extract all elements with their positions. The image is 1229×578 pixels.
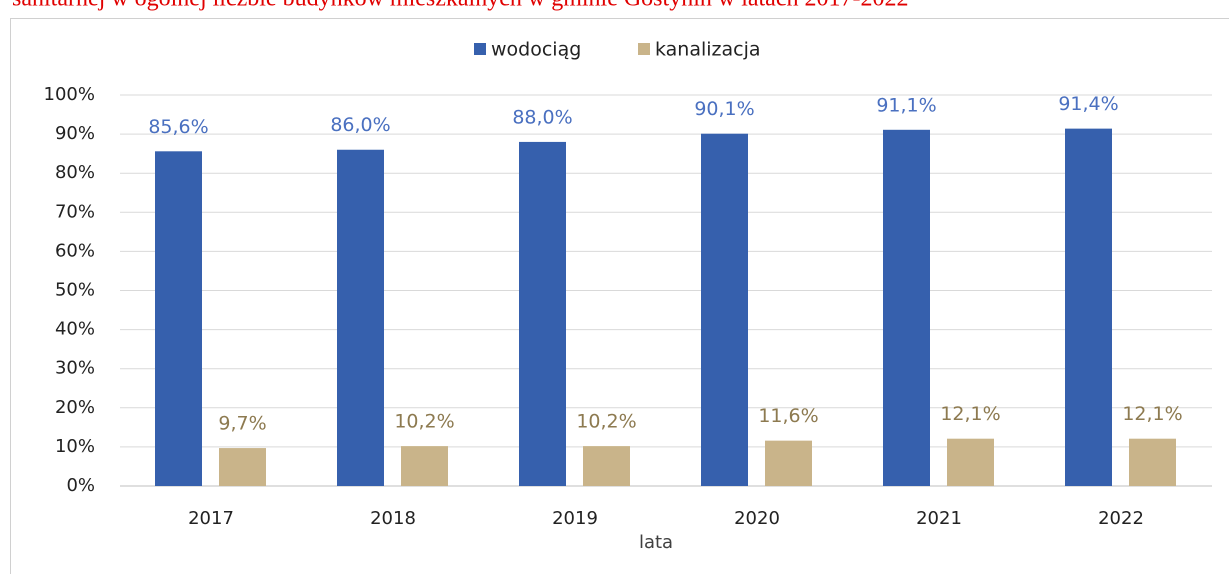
value-label: 12,1% [940, 403, 1000, 425]
x-tick-label: 2017 [188, 508, 234, 529]
legend-swatch [474, 43, 486, 55]
value-label: 9,7% [218, 413, 266, 435]
bar [519, 142, 566, 486]
y-tick-label: 70% [55, 201, 95, 222]
bar [947, 439, 994, 486]
y-tick-label: 30% [55, 358, 95, 379]
bar [765, 441, 812, 486]
bar [1065, 129, 1112, 486]
legend-label: kanalizacja [655, 39, 761, 61]
bar [401, 446, 448, 486]
x-tick-label: 2018 [370, 508, 416, 529]
y-tick-label: 40% [55, 319, 95, 340]
y-tick-label: 60% [55, 240, 95, 261]
value-label: 91,4% [1058, 93, 1118, 115]
bar [701, 134, 748, 486]
legend-swatch [638, 43, 650, 55]
y-tick-label: 50% [55, 280, 95, 301]
bar [1129, 439, 1176, 486]
bar [337, 150, 384, 486]
value-label: 85,6% [148, 116, 208, 138]
bar [219, 448, 266, 486]
y-tick-label: 100% [44, 84, 95, 105]
y-tick-label: 0% [66, 475, 95, 496]
y-tick-label: 20% [55, 397, 95, 418]
bar [155, 151, 202, 486]
value-label: 10,2% [576, 411, 636, 433]
chart-title: sanitarnej w ogólnej liczbie budynków mi… [12, 0, 908, 12]
y-tick-label: 10% [55, 436, 95, 457]
legend-label: wodociąg [491, 39, 581, 61]
value-label: 90,1% [694, 98, 754, 120]
y-tick-label: 90% [55, 123, 95, 144]
y-tick-label: 80% [55, 162, 95, 183]
x-tick-label: 2022 [1098, 508, 1144, 529]
x-tick-label: 2020 [734, 508, 780, 529]
value-label: 91,1% [876, 94, 936, 116]
value-label: 10,2% [394, 411, 454, 433]
value-label: 12,1% [1122, 403, 1182, 425]
value-label: 88,0% [512, 106, 572, 128]
bar [883, 130, 930, 486]
x-tick-label: 2019 [552, 508, 598, 529]
value-label: 86,0% [330, 114, 390, 136]
value-label: 11,6% [758, 405, 818, 427]
x-tick-label: 2021 [916, 508, 962, 529]
x-axis-label: lata [639, 532, 673, 553]
bar [583, 446, 630, 486]
